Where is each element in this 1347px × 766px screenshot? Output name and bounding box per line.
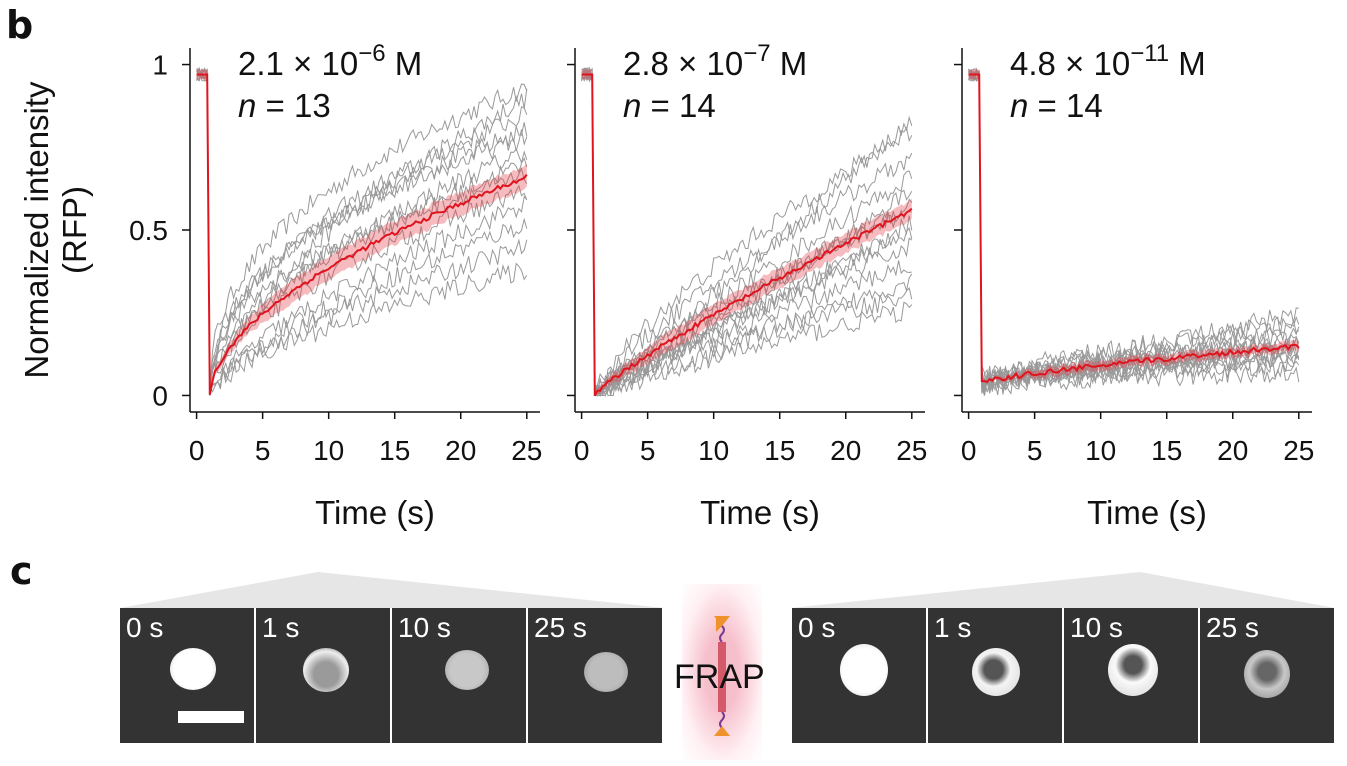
zoom-wedges bbox=[120, 572, 1335, 608]
individual-trace bbox=[196, 68, 528, 396]
mean-trace bbox=[196, 73, 528, 395]
condensate-blob bbox=[170, 648, 216, 690]
individual-trace bbox=[581, 73, 913, 396]
x-tick-label: 0 bbox=[574, 435, 590, 466]
individual-trace bbox=[196, 66, 528, 387]
individual-trace bbox=[581, 73, 913, 397]
x-tick-label: 20 bbox=[1217, 435, 1248, 466]
x-tick-label: 15 bbox=[1151, 435, 1182, 466]
micro-time-label: 0 s bbox=[126, 612, 164, 643]
individual-trace bbox=[196, 68, 528, 396]
n-annotation: n = 14 bbox=[1010, 87, 1103, 124]
micro-frame: 25 s bbox=[1200, 608, 1334, 743]
micro-frame: 1 s bbox=[256, 608, 390, 743]
individual-trace bbox=[968, 67, 1300, 395]
individual-trace bbox=[581, 72, 913, 396]
micro-frame: 0 s bbox=[120, 608, 254, 743]
condensate-blob bbox=[972, 648, 1020, 696]
x-tick-label: 25 bbox=[896, 435, 927, 466]
x-axis-label: Time (s) bbox=[315, 494, 435, 531]
individual-trace bbox=[196, 69, 528, 388]
x-tick-label: 20 bbox=[830, 435, 861, 466]
molecule-icon bbox=[714, 616, 730, 736]
individual-trace bbox=[196, 73, 528, 395]
micro-frame: 1 s bbox=[928, 608, 1062, 743]
micro-time-label: 1 s bbox=[262, 612, 300, 643]
frap-recovery-charts: 0 5 10 15 20 25 0 0.5 1 Time (s) Normalized intens… bbox=[18, 40, 1314, 531]
x-tick-label: 5 bbox=[255, 435, 271, 466]
condensate-blob bbox=[303, 648, 349, 692]
individual-trace bbox=[581, 69, 913, 397]
x-tick-label: 15 bbox=[379, 435, 410, 466]
y-tick-label: 1 bbox=[152, 50, 168, 81]
micro-frame: 25 s bbox=[528, 608, 662, 743]
condensate-blob bbox=[840, 644, 888, 696]
condensate-blob bbox=[1244, 650, 1290, 698]
micro-frame: 0 s bbox=[792, 608, 926, 743]
micro-time-label: 10 s bbox=[398, 612, 451, 643]
condensate-blob bbox=[584, 652, 628, 692]
x-tick-label: 10 bbox=[313, 435, 344, 466]
concentration-annotation: 4.8 × 10−11 M bbox=[1010, 40, 1206, 82]
left-zoom-wedge bbox=[120, 572, 665, 608]
individual-trace bbox=[196, 68, 528, 386]
n-annotation: n = 13 bbox=[238, 87, 331, 124]
x-tick-label: 5 bbox=[640, 435, 656, 466]
x-tick-label: 5 bbox=[1027, 435, 1043, 466]
concentration-annotation: 2.1 × 10−6 M bbox=[238, 40, 422, 82]
individual-trace bbox=[581, 67, 913, 394]
y-axis-label-unit: (RFP) bbox=[56, 186, 93, 274]
individual-trace bbox=[196, 68, 528, 396]
frap-label: FRAP bbox=[674, 658, 765, 696]
individual-trace bbox=[581, 70, 913, 396]
chart-panel-2: 0 5 10 15 20 25 Time (s) 2.8 × 10−7 M n = 14 bbox=[567, 40, 927, 531]
x-tick-label: 25 bbox=[1283, 435, 1314, 466]
micro-frame: 10 s bbox=[1064, 608, 1198, 743]
concentration-annotation: 2.8 × 10−7 M bbox=[623, 40, 807, 82]
x-tick-label: 20 bbox=[445, 435, 476, 466]
x-tick-label: 10 bbox=[1085, 435, 1116, 466]
right-zoom-wedge bbox=[790, 572, 1335, 608]
y-axis-label: Normalized intensity bbox=[18, 81, 55, 379]
x-tick-label: 25 bbox=[511, 435, 542, 466]
chart-panel-1: 0 5 10 15 20 25 0 0.5 1 Time (s) Normalized intens… bbox=[18, 40, 542, 531]
micro-time-label: 1 s bbox=[934, 612, 972, 643]
panel-b-letter: b bbox=[6, 3, 34, 47]
micro-time-label: 10 s bbox=[1070, 612, 1123, 643]
x-axis-label: Time (s) bbox=[700, 494, 820, 531]
scale-bar bbox=[178, 711, 244, 723]
y-tick-label: 0 bbox=[152, 380, 168, 411]
condensate-blob bbox=[1108, 644, 1158, 696]
x-tick-label: 0 bbox=[961, 435, 977, 466]
panel-c-letter: c bbox=[10, 549, 33, 593]
x-axis-label: Time (s) bbox=[1087, 494, 1207, 531]
x-tick-label: 0 bbox=[189, 435, 205, 466]
individual-trace bbox=[196, 71, 528, 393]
individual-trace bbox=[581, 68, 913, 397]
y-tick-label: 0.5 bbox=[129, 215, 168, 246]
individual-trace bbox=[196, 67, 528, 391]
micro-frame: 10 s bbox=[392, 608, 526, 743]
mean-trace bbox=[581, 73, 913, 397]
x-tick-label: 10 bbox=[698, 435, 729, 466]
individual-trace bbox=[196, 70, 528, 393]
x-tick-label: 15 bbox=[764, 435, 795, 466]
micro-time-label: 25 s bbox=[1206, 612, 1259, 643]
mean-trace bbox=[968, 73, 1300, 384]
micro-time-label: 0 s bbox=[798, 612, 836, 643]
condensate-blob bbox=[445, 650, 489, 690]
chart-panel-3: 0 5 10 15 20 25 Time (s) 4.8 × 10−11 M n = 14 bbox=[954, 40, 1314, 531]
individual-trace bbox=[196, 68, 528, 396]
n-annotation: n = 14 bbox=[623, 87, 716, 124]
micro-time-label: 25 s bbox=[534, 612, 587, 643]
mean-error-band bbox=[968, 69, 1299, 384]
